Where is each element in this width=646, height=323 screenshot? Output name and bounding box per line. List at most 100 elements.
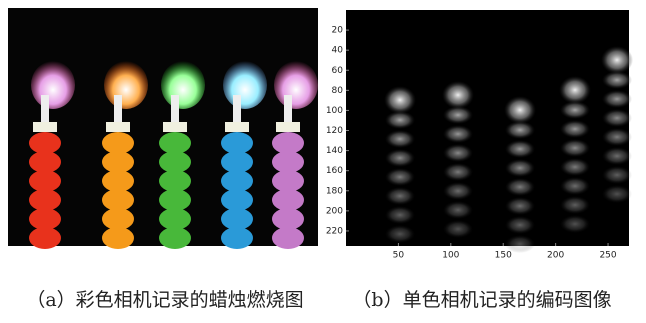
y-tick-label: 160	[326, 166, 343, 176]
candle-segment	[102, 151, 134, 173]
blob	[505, 121, 535, 139]
blob	[385, 187, 415, 205]
flame	[223, 61, 267, 109]
candle-segment	[221, 132, 253, 154]
blob	[602, 128, 632, 146]
blob	[385, 225, 415, 243]
x-tick-label: 150	[495, 251, 512, 261]
candle-segment	[29, 132, 61, 154]
blob	[505, 216, 535, 234]
y-tick-label: 100	[326, 106, 343, 116]
wick	[171, 95, 179, 125]
candle-top	[163, 122, 187, 132]
blob	[602, 109, 632, 127]
candle-segment	[159, 170, 191, 192]
x-tick-label: 200	[547, 251, 564, 261]
y-tick-label: 200	[326, 206, 343, 216]
wick	[284, 95, 292, 125]
candle-top	[106, 122, 130, 132]
flame	[274, 61, 318, 109]
blob	[560, 196, 590, 214]
candle-top	[225, 122, 249, 132]
y-tick-label: 120	[326, 126, 343, 136]
candle-segment	[102, 189, 134, 211]
candle-segment	[29, 151, 61, 173]
blob	[504, 96, 536, 124]
candle-segment	[29, 170, 61, 192]
y-tick-label: 40	[332, 46, 344, 56]
blob	[602, 90, 632, 108]
candle-segment	[102, 208, 134, 230]
blob	[385, 168, 415, 186]
candle-segment	[221, 170, 253, 192]
candle-segment	[221, 189, 253, 211]
blob	[560, 215, 590, 233]
candle-segment	[272, 132, 304, 154]
candle-segment	[159, 132, 191, 154]
blob	[602, 147, 632, 165]
wick	[114, 95, 122, 125]
candle-segment	[272, 151, 304, 173]
y-tick-label: 140	[326, 146, 343, 156]
blob	[443, 182, 473, 200]
y-tick-label: 20	[332, 26, 344, 36]
candle-top	[276, 122, 300, 132]
candle-top	[33, 122, 57, 132]
photo-mono	[346, 10, 633, 253]
blob	[443, 201, 473, 219]
caption-b: （b）单色相机记录的编码图像	[352, 289, 611, 311]
blob	[443, 106, 473, 124]
y-tick-label: 80	[332, 86, 344, 96]
blob	[505, 159, 535, 177]
x-tick-label: 250	[599, 251, 616, 261]
blob	[443, 220, 473, 238]
blob	[384, 86, 416, 114]
candle-segment	[29, 189, 61, 211]
blob	[385, 130, 415, 148]
y-tick-label: 60	[332, 66, 344, 76]
y-tick-label: 180	[326, 186, 343, 196]
blob	[559, 76, 591, 104]
y-tick-label: 220	[326, 226, 343, 236]
blob	[560, 120, 590, 138]
candle-segment	[159, 151, 191, 173]
blob	[505, 197, 535, 215]
candle-segment	[272, 170, 304, 192]
flame	[31, 61, 75, 109]
figure: 5010015020025020406080100120140160180200…	[0, 0, 646, 323]
blob	[560, 101, 590, 119]
candle-segment	[221, 151, 253, 173]
candle-segment	[221, 227, 253, 249]
blob	[560, 177, 590, 195]
wick	[233, 95, 241, 125]
blob	[385, 149, 415, 167]
blob	[385, 206, 415, 224]
blob	[560, 158, 590, 176]
candle-segment	[102, 227, 134, 249]
blob	[560, 139, 590, 157]
candle-segment	[221, 208, 253, 230]
blob	[443, 163, 473, 181]
blob	[602, 185, 632, 203]
wick	[41, 95, 49, 125]
blob	[601, 46, 633, 74]
candle-segment	[272, 227, 304, 249]
blob	[443, 144, 473, 162]
blob	[385, 111, 415, 129]
blob	[602, 166, 632, 184]
x-tick-label: 100	[442, 251, 459, 261]
candle-segment	[159, 189, 191, 211]
blob	[442, 81, 474, 109]
candle-segment	[272, 189, 304, 211]
candle-segment	[102, 132, 134, 154]
candle-segment	[102, 170, 134, 192]
flame	[161, 61, 205, 109]
caption-a: （a）彩色相机记录的蜡烛燃烧图	[26, 289, 303, 311]
flame	[104, 61, 148, 109]
blob	[443, 125, 473, 143]
candle-segment	[159, 227, 191, 249]
photo-color	[8, 8, 318, 249]
blob	[505, 140, 535, 158]
blob	[505, 178, 535, 196]
candle-segment	[29, 208, 61, 230]
